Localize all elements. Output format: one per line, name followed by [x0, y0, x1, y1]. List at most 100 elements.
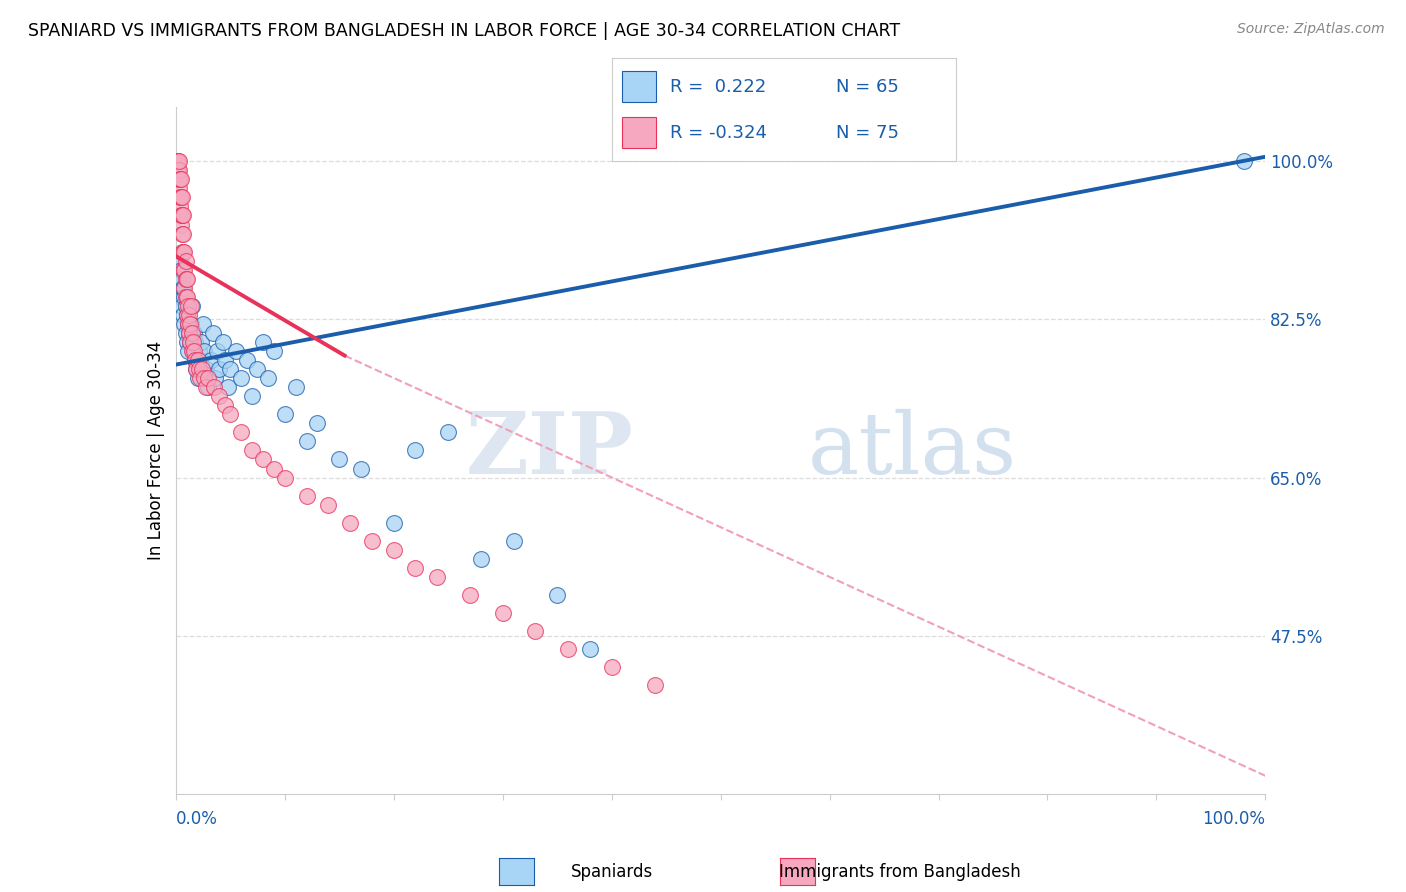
Point [219, 362, 242, 376]
Point [235, 353, 257, 368]
Point [169, 172, 191, 186]
Point [186, 362, 208, 376]
Point [177, 308, 200, 322]
Point [166, 154, 188, 169]
Point [295, 489, 318, 503]
Point [170, 262, 193, 277]
Point [197, 371, 219, 385]
Point [201, 326, 224, 340]
Point [170, 209, 193, 223]
Point [176, 290, 198, 304]
Point [1232, 154, 1256, 169]
Point [181, 334, 204, 349]
Point [172, 227, 194, 241]
Point [173, 262, 195, 277]
Point [263, 461, 285, 475]
Point [546, 588, 568, 602]
Point [172, 271, 194, 285]
Point [225, 344, 247, 359]
Point [274, 407, 297, 421]
Point [208, 389, 231, 403]
Point [173, 244, 195, 259]
Point [167, 163, 190, 178]
Text: R =  0.222: R = 0.222 [671, 78, 766, 95]
Point [197, 380, 219, 394]
Point [188, 371, 211, 385]
Point [318, 498, 340, 512]
Point [176, 308, 198, 322]
Text: Immigrants from Bangladesh: Immigrants from Bangladesh [779, 863, 1021, 881]
Point [557, 642, 579, 657]
Point [187, 362, 209, 376]
Point [174, 290, 197, 304]
Point [187, 344, 209, 359]
Point [181, 299, 204, 313]
Point [172, 308, 194, 322]
Y-axis label: In Labor Force | Age 30-34: In Labor Force | Age 30-34 [146, 341, 165, 560]
Point [174, 299, 197, 313]
Point [231, 371, 253, 385]
Point [524, 624, 547, 639]
Point [214, 398, 236, 412]
Point [180, 317, 202, 331]
Point [328, 452, 350, 467]
Point [184, 353, 207, 368]
Point [252, 334, 274, 349]
Point [170, 190, 193, 204]
Point [426, 570, 449, 584]
Point [172, 244, 194, 259]
Point [382, 542, 405, 557]
Point [184, 353, 207, 368]
Text: 0.0%: 0.0% [176, 810, 218, 828]
Point [219, 407, 242, 421]
Point [172, 227, 194, 241]
Point [217, 380, 239, 394]
Point [180, 299, 202, 313]
Point [181, 344, 204, 359]
Point [382, 516, 405, 530]
Point [172, 209, 194, 223]
Point [193, 371, 215, 385]
Point [257, 371, 280, 385]
Point [167, 271, 190, 285]
Point [176, 334, 198, 349]
Point [186, 371, 209, 385]
Point [167, 181, 190, 195]
Point [177, 344, 200, 359]
Point [470, 552, 492, 566]
Point [172, 262, 194, 277]
Point [167, 172, 190, 186]
Point [492, 606, 515, 620]
Point [339, 516, 361, 530]
Point [172, 281, 194, 295]
Point [172, 190, 194, 204]
Point [176, 271, 198, 285]
Point [195, 362, 218, 376]
Point [181, 326, 204, 340]
Point [579, 642, 602, 657]
Point [172, 281, 194, 295]
Point [193, 344, 215, 359]
Point [502, 533, 524, 548]
Point [274, 470, 297, 484]
Text: atlas: atlas [807, 409, 1017, 492]
Point [173, 281, 195, 295]
Point [172, 244, 194, 259]
Point [177, 317, 200, 331]
Point [170, 290, 193, 304]
Point [177, 299, 200, 313]
Point [205, 344, 228, 359]
Text: SPANIARD VS IMMIGRANTS FROM BANGLADESH IN LABOR FORCE | AGE 30-34 CORRELATION CH: SPANIARD VS IMMIGRANTS FROM BANGLADESH I… [28, 22, 900, 40]
Text: ZIP: ZIP [465, 409, 633, 492]
Point [240, 389, 263, 403]
Point [360, 533, 382, 548]
Point [188, 353, 211, 368]
Point [191, 362, 214, 376]
Point [172, 299, 194, 313]
Point [405, 443, 427, 458]
Point [173, 290, 195, 304]
Point [179, 317, 201, 331]
Text: N = 75: N = 75 [835, 124, 898, 142]
Point [600, 660, 623, 674]
Text: 100.0%: 100.0% [1202, 810, 1265, 828]
